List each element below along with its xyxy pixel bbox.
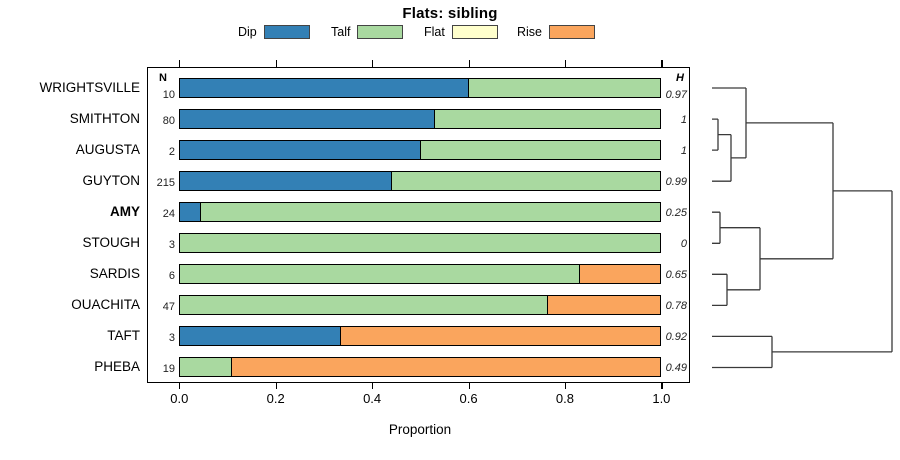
n-value: 19 [162,363,175,376]
n-value: 10 [162,89,175,101]
legend-label-rise: Rise [517,25,543,39]
category-label: SARDIS [89,266,140,282]
x-tick-label: 1.0 [652,391,671,406]
n-value: 3 [168,239,175,252]
n-value: 24 [162,208,175,221]
x-tick-top [372,60,374,67]
bar-row [179,326,662,347]
bar-row [179,109,662,130]
h-value: 0.99 [665,176,687,189]
x-tick-bottom [564,382,567,389]
page-title: Flats: sibling [402,5,498,22]
x-tick-bottom [372,382,374,389]
h-value: 0.78 [665,300,687,313]
legend-swatch-flat-icon [451,25,498,39]
x-tick-label: 0.4 [363,391,382,406]
bar-segment-talf [434,110,661,129]
category-label: SMITHTON [69,111,140,127]
n-value: 6 [168,270,175,283]
category-label: TAFT [107,328,140,344]
h-column-header: H [676,72,684,84]
bar-row [179,202,662,223]
legend-item-dip: Dip [238,24,310,40]
bar-segment-talf [467,79,661,97]
h-value: 0.49 [665,362,687,375]
bar-segment-dip [180,110,435,129]
bar-segment-dip [180,141,420,160]
dendrogram [712,87,893,369]
bar-row [179,171,662,192]
x-tick-top [275,60,277,67]
legend-item-flat: Flat [424,24,498,40]
legend-swatch-dip-icon [263,25,310,39]
plot-frame [147,67,690,383]
h-value: 0.97 [665,89,687,101]
n-value: 3 [168,332,175,345]
bar-segment-dip [180,327,340,346]
x-axis-label: Proportion [388,422,452,437]
n-value: 215 [156,177,175,190]
x-tick-bottom [275,382,277,389]
category-label: STOUGH [82,235,140,251]
bar-row [179,233,662,254]
x-tick-bottom [179,382,181,389]
legend-swatch-talf-icon [357,25,404,39]
bar-segment-dip [180,172,392,191]
bar-segment-talf [180,296,548,315]
bar-segment-talf [200,203,661,222]
bar-segment-talf [419,141,661,160]
bar-segment-talf [180,234,661,253]
h-value: 0.25 [665,207,687,220]
bar-segment-dip [180,203,201,222]
legend-label-flat: Flat [424,25,445,39]
bar-segment-talf [180,358,231,377]
h-value: 0 [680,238,687,251]
bar-segment-talf [391,172,661,191]
x-tick-label: 0.0 [170,391,189,406]
legend-label-dip: Dip [238,25,257,39]
n-column-header: N [159,72,167,84]
bar-segment-rise [230,358,661,377]
h-value: 0.92 [665,331,687,344]
n-value: 2 [168,146,175,159]
bar-segment-dip [180,79,468,97]
bar-segment-rise [547,296,661,315]
x-tick-top [179,60,181,67]
bar-row [179,140,662,161]
x-tick-top [468,60,470,67]
dendrogram-lines [712,87,893,369]
x-tick-label: 0.6 [459,391,478,406]
x-tick-label: 0.8 [555,391,574,406]
bar-row [179,295,662,316]
category-label: GUYTON [82,173,140,189]
bar-segment-rise [339,327,661,346]
legend-item-talf: Talf [331,24,404,40]
n-value: 80 [162,115,175,128]
h-value: 1 [680,114,687,127]
bar-segment-talf [180,265,580,284]
category-label: AUGUSTA [75,142,140,158]
n-value: 47 [162,301,175,314]
x-tick-bottom [661,382,663,389]
bar-row [179,357,662,378]
x-tick-top [661,60,663,67]
bar-row [179,264,662,285]
category-label: OUACHITA [71,297,140,313]
legend-item-rise: Rise [517,24,596,40]
h-value: 0.65 [665,269,687,282]
x-tick-top [564,60,567,67]
bar-row [179,78,662,98]
bar-segment-rise [579,265,661,284]
category-label: AMY [110,204,140,220]
category-label: PHEBA [94,359,140,375]
x-tick-bottom [468,382,470,389]
x-tick-label: 0.2 [266,391,285,406]
legend-swatch-rise-icon [549,25,596,39]
category-label: WRIGHTSVILLE [39,80,140,95]
legend-label-talf: Talf [331,25,351,39]
h-value: 1 [680,145,687,158]
